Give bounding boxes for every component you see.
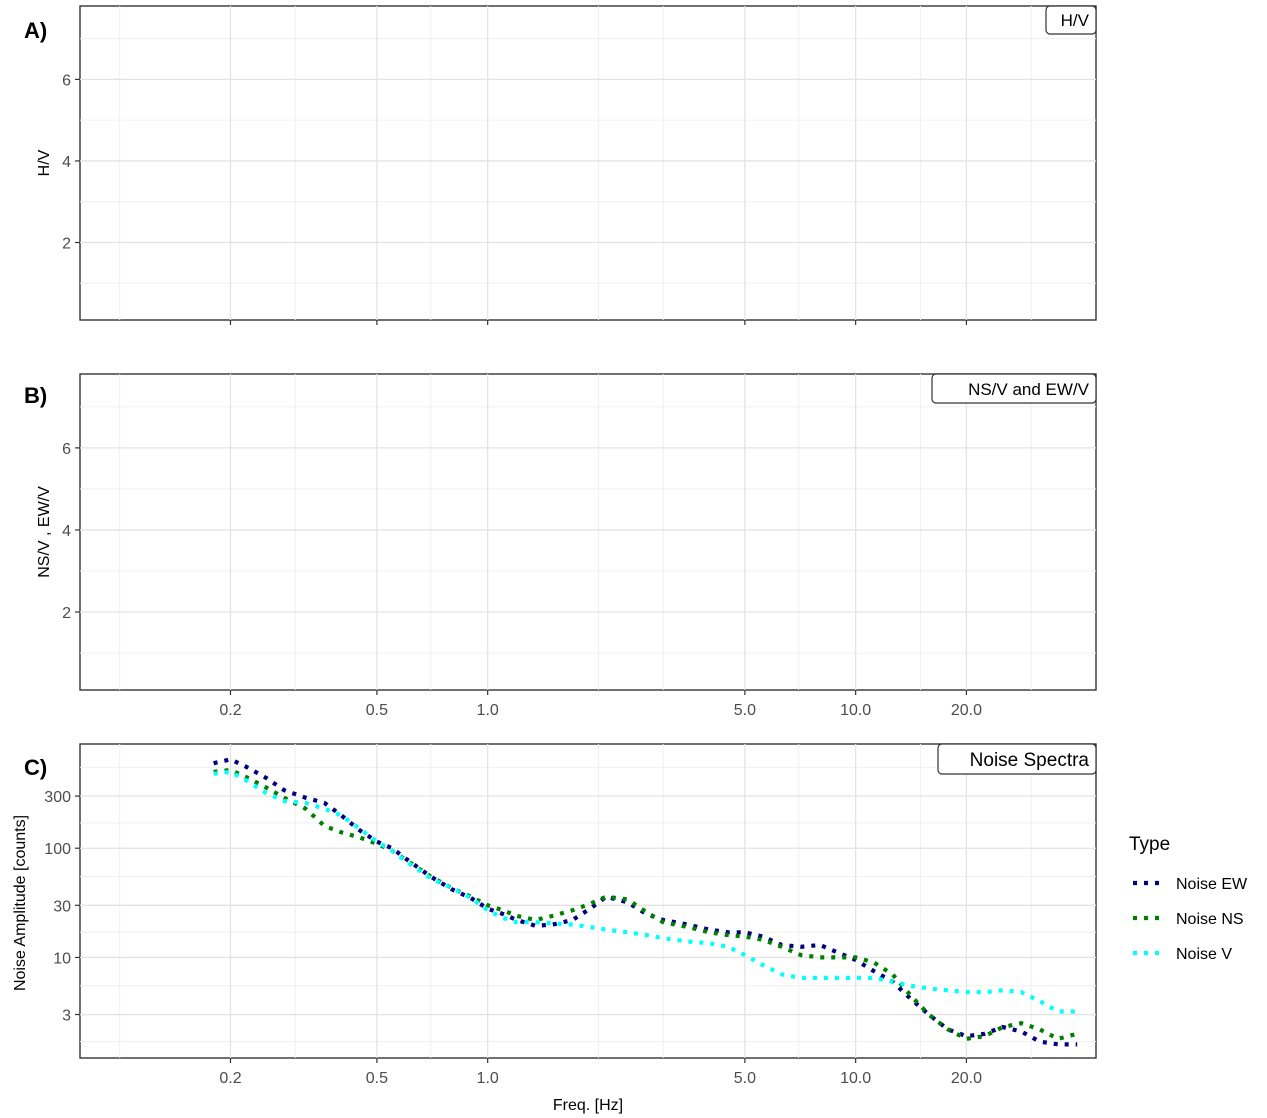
- panel-c-y-axis-label: Noise Amplitude [counts]: [12, 815, 29, 991]
- legend-label: Noise NS: [1176, 911, 1244, 928]
- legend-label: Noise V: [1176, 946, 1232, 963]
- panel-c-x-ticks: 0.2 0.5 1.0 5.0 10.0 20.0: [219, 1058, 982, 1087]
- x-tick-label: 1.0: [477, 1070, 499, 1087]
- y-tick-label: 10: [53, 950, 71, 967]
- x-tick-label: 5.0: [734, 702, 756, 719]
- y-tick-label: 4: [62, 154, 71, 171]
- legend-item: Noise V: [1133, 946, 1232, 963]
- panel-b-frame: [79, 373, 1097, 691]
- panel-c: 3 10 30 100 300 0.2 0.5 1.0 5.0 10.0 20.0 C) Nois…: [12, 743, 1097, 1114]
- panel-a-strip-box: [1045, 5, 1097, 35]
- legend-entries: Noise EW Noise NS Noise V: [1133, 876, 1248, 963]
- panel-a-x-ticks: [229, 320, 968, 325]
- series-line-noise-v: [213, 769, 1078, 1014]
- panel-a-y-axis-label: H/V: [36, 149, 53, 176]
- legend: Type Noise EW Noise NS Noise V: [1129, 834, 1248, 963]
- x-tick-label: 0.5: [366, 702, 388, 719]
- panel-c-strip-label: Noise Spectra: [970, 750, 1090, 771]
- panel-b-y-ticks: 2 4 6: [62, 441, 80, 622]
- y-tick-label: 300: [44, 789, 71, 806]
- panel-a-frame: [79, 5, 1097, 321]
- panel-a-grid: [80, 6, 1096, 320]
- panel-b-tag: B): [24, 383, 47, 408]
- legend-item: Noise NS: [1133, 911, 1244, 928]
- panel-c-y-ticks: 3 10 30 100 300: [44, 789, 80, 1025]
- panel-b-x-ticks: 0.2 0.5 1.0 5.0 10.0 20.0: [219, 690, 982, 719]
- panel-c-grid: [80, 744, 1096, 1058]
- panel-a: 2 4 6 A) H/V H/V: [24, 5, 1097, 325]
- x-tick-label: 1.0: [477, 702, 499, 719]
- x-tick-label: 0.2: [219, 1070, 241, 1087]
- y-tick-label: 4: [62, 523, 71, 540]
- y-tick-label: 100: [44, 841, 71, 858]
- y-tick-label: 2: [62, 236, 71, 253]
- panel-a-strip-label: H/V: [1061, 11, 1090, 30]
- panel-a-y-ticks: 2 4 6: [62, 72, 80, 253]
- y-tick-label: 6: [62, 72, 71, 89]
- legend-title: Type: [1129, 834, 1170, 855]
- y-tick-label: 30: [53, 898, 71, 915]
- x-tick-label: 10.0: [840, 702, 871, 719]
- x-tick-label: 0.2: [219, 702, 241, 719]
- y-tick-label: 2: [62, 605, 71, 622]
- legend-label: Noise EW: [1176, 876, 1248, 893]
- panel-c-frame: [79, 743, 1097, 1059]
- panel-c-tag: C): [24, 755, 47, 780]
- panel-b-grid: [80, 374, 1096, 690]
- x-tick-label: 0.5: [366, 1070, 388, 1087]
- panel-b-y-axis-label: NS/V , EW/V: [36, 486, 53, 578]
- panel-b: 246 0.2 0.5 1.0 5.0 10.0 20.0 B) NS/V , EW/V …: [24, 373, 1097, 719]
- y-tick-label: 6: [62, 441, 71, 458]
- x-tick-label: 20.0: [951, 702, 982, 719]
- x-tick-label: 20.0: [951, 1070, 982, 1087]
- panel-a-tag: A): [24, 18, 47, 43]
- y-tick-label: 3: [62, 1008, 71, 1025]
- x-tick-label: 10.0: [840, 1070, 871, 1087]
- panel-c-series: [213, 757, 1078, 1047]
- x-tick-label: 5.0: [734, 1070, 756, 1087]
- series-line-noise-ns: [213, 767, 1078, 1042]
- legend-item: Noise EW: [1133, 876, 1248, 893]
- panel-b-strip-label: NS/V and EW/V: [968, 380, 1090, 399]
- panel-c-x-axis-label: Freq. [Hz]: [553, 1097, 623, 1114]
- panel-c-strip-box: [937, 743, 1097, 775]
- panel-b-strip-box: [931, 373, 1097, 404]
